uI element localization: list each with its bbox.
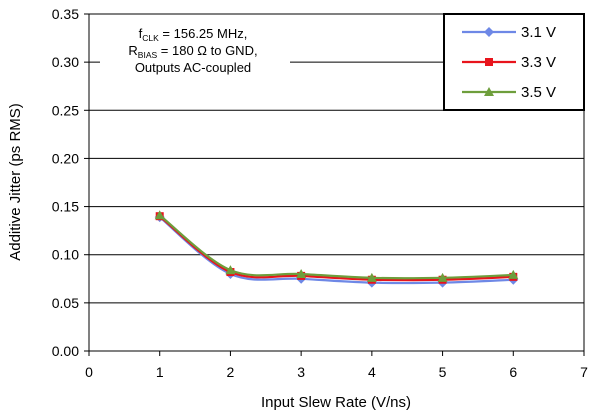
data-point-series-3: [154, 210, 165, 220]
annotation-line-3: Outputs AC-coupled: [135, 60, 251, 75]
legend-items: 3.1 V 3.3 V 3.5 V: [462, 24, 556, 101]
x-tick-label: 3: [297, 364, 305, 380]
y-tick-label: 0.15: [52, 199, 79, 215]
y-tick-label: 0.25: [52, 102, 79, 118]
x-tick-label: 2: [227, 364, 235, 380]
y-tick-label: 0.00: [52, 343, 79, 359]
y-axis-title: Additive Jitter (ps RMS): [7, 103, 24, 261]
y-tick-label: 0.30: [52, 54, 79, 70]
legend-label-3: 3.5 V: [521, 84, 556, 101]
x-axis-title: Input Slew Rate (V/ns): [261, 394, 411, 411]
series-line-1: [159, 216, 514, 285]
data-point-series-3: [296, 268, 307, 278]
y-tick-label: 0.10: [52, 247, 79, 263]
x-tick-label: 4: [368, 364, 376, 380]
y-tick-label: 0.20: [52, 150, 79, 166]
x-tick-label: 1: [156, 364, 164, 380]
y-tick-label: 0.35: [52, 6, 79, 22]
legend-label-2: 3.3 V: [521, 54, 556, 71]
x-tick-label: 0: [85, 364, 93, 380]
annotation-line-2: RBIAS = 180 Ω to GND,: [128, 43, 257, 60]
legend-marker-2: [485, 58, 493, 66]
series-line-3: [159, 214, 514, 280]
data-point-series-3: [225, 265, 236, 275]
x-axis-ticks: 0 1 2 3 4 5 6 7: [85, 351, 588, 380]
annotation-line-1: fCLK = 156.25 MHz,: [139, 26, 248, 43]
plot-area-frame: [88, 13, 585, 352]
conditions-annotation: fCLK = 156.25 MHz, RBIAS = 180 Ω to GND,…: [100, 18, 290, 84]
legend-marker-3: [484, 87, 494, 96]
series-line-2: [159, 215, 514, 282]
data-point-series-3: [366, 272, 377, 282]
x-tick-label: 7: [580, 364, 588, 380]
annotation-background: [100, 18, 290, 84]
legend: 3.1 V 3.3 V 3.5 V: [443, 13, 585, 111]
y-axis-ticks: 0.00 0.05 0.10 0.15 0.20 0.25 0.30 0.35: [52, 6, 89, 359]
x-tick-label: 5: [439, 364, 447, 380]
data-point-series-3: [508, 269, 519, 279]
legend-marker-1: [484, 27, 494, 37]
series-lines: [154, 210, 519, 288]
y-tick-label: 0.05: [52, 295, 79, 311]
x-tick-label: 6: [509, 364, 517, 380]
data-point-series-3: [437, 272, 448, 282]
legend-label-1: 3.1 V: [521, 24, 556, 41]
